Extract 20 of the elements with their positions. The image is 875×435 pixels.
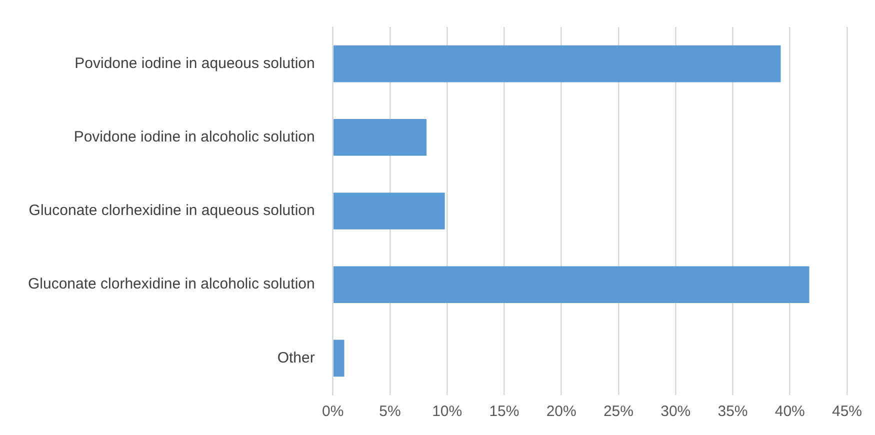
bar (333, 266, 810, 303)
x-tick-label: 10% (432, 403, 462, 420)
x-tick-label: 40% (774, 403, 805, 420)
x-tick-label: 35% (718, 403, 748, 420)
bar (333, 340, 344, 377)
x-tick-label: 20% (546, 403, 576, 420)
x-tick-label: 5% (379, 403, 401, 420)
y-tick-label: Other (277, 349, 315, 366)
bar (333, 45, 781, 82)
y-tick-label: Povidone iodine in alcoholic solution (74, 128, 315, 146)
x-tick-label: 0% (322, 403, 344, 420)
bar (333, 119, 427, 156)
y-tick-label: Gluconate clorhexidine in aqueous solution (28, 202, 315, 220)
y-tick-label: Povidone iodine in aqueous solution (74, 54, 315, 72)
x-tick-label: 30% (660, 403, 691, 420)
bar (333, 192, 445, 230)
x-tick-label: 25% (603, 403, 634, 420)
y-tick-label: Gluconate clorhexidine in alcoholic solution (28, 276, 315, 293)
x-tick-label: 45% (832, 403, 862, 420)
x-tick-label: 15% (489, 403, 520, 420)
